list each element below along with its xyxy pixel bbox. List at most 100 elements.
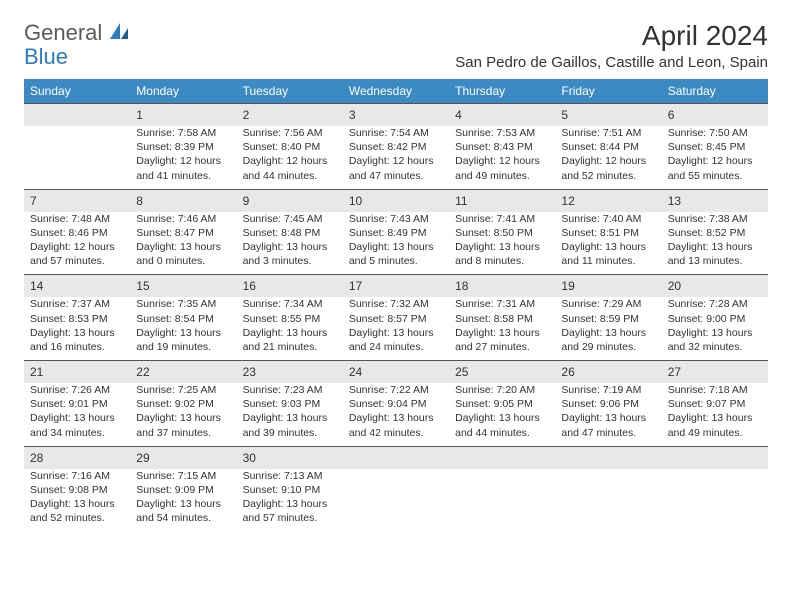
sunrise-line: Sunrise: 7:15 AM [136, 469, 230, 483]
day-num-cell: 7 [24, 189, 130, 212]
daylight-line: Daylight: 12 hours and 52 minutes. [561, 154, 655, 182]
day-num-cell: 13 [662, 189, 768, 212]
day-number: 16 [243, 279, 256, 293]
daylight-line: Daylight: 13 hours and 52 minutes. [30, 497, 124, 525]
sunrise-line: Sunrise: 7:29 AM [561, 297, 655, 311]
sunset-line: Sunset: 9:07 PM [668, 397, 762, 411]
month-title: April 2024 [455, 20, 768, 52]
day-num-cell: 3 [343, 104, 449, 127]
daylight-line: Daylight: 13 hours and 11 minutes. [561, 240, 655, 268]
sunset-line: Sunset: 8:43 PM [455, 140, 549, 154]
daylight-line: Daylight: 13 hours and 47 minutes. [561, 411, 655, 439]
day-num-cell: 8 [130, 189, 236, 212]
day-num-cell: 1 [130, 104, 236, 127]
day-body-cell: Sunrise: 7:29 AMSunset: 8:59 PMDaylight:… [555, 297, 661, 360]
day-body-cell: Sunrise: 7:31 AMSunset: 8:58 PMDaylight:… [449, 297, 555, 360]
sunset-line: Sunset: 8:42 PM [349, 140, 443, 154]
week-num-row: 14151617181920 [24, 275, 768, 298]
daylight-line: Daylight: 13 hours and 21 minutes. [243, 326, 337, 354]
day-num-cell [555, 446, 661, 469]
sunrise-line: Sunrise: 7:35 AM [136, 297, 230, 311]
day-number: 8 [136, 194, 143, 208]
day-body-cell: Sunrise: 7:15 AMSunset: 9:09 PMDaylight:… [130, 469, 236, 532]
daylight-line: Daylight: 12 hours and 44 minutes. [243, 154, 337, 182]
sunrise-line: Sunrise: 7:45 AM [243, 212, 337, 226]
day-number: 18 [455, 279, 468, 293]
daylight-line: Daylight: 13 hours and 29 minutes. [561, 326, 655, 354]
day-num-cell: 21 [24, 361, 130, 384]
sunrise-line: Sunrise: 7:38 AM [668, 212, 762, 226]
sunset-line: Sunset: 9:04 PM [349, 397, 443, 411]
day-header: Monday [130, 79, 236, 104]
day-body-cell: Sunrise: 7:58 AMSunset: 8:39 PMDaylight:… [130, 126, 236, 189]
logo: General [24, 20, 132, 46]
daylight-line: Daylight: 13 hours and 24 minutes. [349, 326, 443, 354]
day-number: 28 [30, 451, 43, 465]
day-number: 25 [455, 365, 468, 379]
day-number: 30 [243, 451, 256, 465]
day-body-cell: Sunrise: 7:46 AMSunset: 8:47 PMDaylight:… [130, 212, 236, 275]
daylight-line: Daylight: 13 hours and 37 minutes. [136, 411, 230, 439]
calendar-table: SundayMondayTuesdayWednesdayThursdayFrid… [24, 79, 768, 531]
day-body-cell: Sunrise: 7:56 AMSunset: 8:40 PMDaylight:… [237, 126, 343, 189]
week-body-row: Sunrise: 7:58 AMSunset: 8:39 PMDaylight:… [24, 126, 768, 189]
daylight-line: Daylight: 13 hours and 27 minutes. [455, 326, 549, 354]
day-num-cell [343, 446, 449, 469]
sunset-line: Sunset: 9:03 PM [243, 397, 337, 411]
day-header: Tuesday [237, 79, 343, 104]
title-block: April 2024 San Pedro de Gaillos, Castill… [455, 20, 768, 71]
sunrise-line: Sunrise: 7:22 AM [349, 383, 443, 397]
day-body-cell: Sunrise: 7:23 AMSunset: 9:03 PMDaylight:… [237, 383, 343, 446]
sunset-line: Sunset: 9:06 PM [561, 397, 655, 411]
day-number: 27 [668, 365, 681, 379]
sunrise-line: Sunrise: 7:19 AM [561, 383, 655, 397]
day-number: 10 [349, 194, 362, 208]
day-body-cell: Sunrise: 7:34 AMSunset: 8:55 PMDaylight:… [237, 297, 343, 360]
sunset-line: Sunset: 8:40 PM [243, 140, 337, 154]
day-body-cell: Sunrise: 7:28 AMSunset: 9:00 PMDaylight:… [662, 297, 768, 360]
day-body-cell: Sunrise: 7:20 AMSunset: 9:05 PMDaylight:… [449, 383, 555, 446]
day-number: 21 [30, 365, 43, 379]
daylight-line: Daylight: 13 hours and 44 minutes. [455, 411, 549, 439]
sunset-line: Sunset: 8:55 PM [243, 312, 337, 326]
daylight-line: Daylight: 13 hours and 39 minutes. [243, 411, 337, 439]
day-body-cell: Sunrise: 7:25 AMSunset: 9:02 PMDaylight:… [130, 383, 236, 446]
day-header: Saturday [662, 79, 768, 104]
daylight-line: Daylight: 13 hours and 5 minutes. [349, 240, 443, 268]
day-num-cell: 19 [555, 275, 661, 298]
day-body-cell: Sunrise: 7:48 AMSunset: 8:46 PMDaylight:… [24, 212, 130, 275]
day-number: 20 [668, 279, 681, 293]
day-body-cell: Sunrise: 7:22 AMSunset: 9:04 PMDaylight:… [343, 383, 449, 446]
logo-sail-icon [108, 21, 130, 46]
week-body-row: Sunrise: 7:16 AMSunset: 9:08 PMDaylight:… [24, 469, 768, 532]
sunset-line: Sunset: 9:09 PM [136, 483, 230, 497]
day-num-cell: 28 [24, 446, 130, 469]
sunset-line: Sunset: 8:58 PM [455, 312, 549, 326]
day-num-cell: 14 [24, 275, 130, 298]
sunset-line: Sunset: 9:00 PM [668, 312, 762, 326]
header: General April 2024 San Pedro de Gaillos,… [24, 20, 768, 71]
day-num-cell: 6 [662, 104, 768, 127]
sunrise-line: Sunrise: 7:16 AM [30, 469, 124, 483]
daylight-line: Daylight: 13 hours and 57 minutes. [243, 497, 337, 525]
sunrise-line: Sunrise: 7:54 AM [349, 126, 443, 140]
daylight-line: Daylight: 13 hours and 19 minutes. [136, 326, 230, 354]
day-body-cell: Sunrise: 7:35 AMSunset: 8:54 PMDaylight:… [130, 297, 236, 360]
day-body-cell: Sunrise: 7:26 AMSunset: 9:01 PMDaylight:… [24, 383, 130, 446]
logo-blue-wrap: Blue [24, 44, 68, 70]
daylight-line: Daylight: 13 hours and 42 minutes. [349, 411, 443, 439]
day-header-row: SundayMondayTuesdayWednesdayThursdayFrid… [24, 79, 768, 104]
day-num-cell: 9 [237, 189, 343, 212]
day-num-cell: 2 [237, 104, 343, 127]
sunrise-line: Sunrise: 7:34 AM [243, 297, 337, 311]
day-num-cell [24, 104, 130, 127]
daylight-line: Daylight: 12 hours and 49 minutes. [455, 154, 549, 182]
week-num-row: 123456 [24, 104, 768, 127]
daylight-line: Daylight: 13 hours and 13 minutes. [668, 240, 762, 268]
sunrise-line: Sunrise: 7:20 AM [455, 383, 549, 397]
day-number: 3 [349, 108, 356, 122]
day-header: Wednesday [343, 79, 449, 104]
day-num-cell: 30 [237, 446, 343, 469]
sunrise-line: Sunrise: 7:37 AM [30, 297, 124, 311]
location: San Pedro de Gaillos, Castille and Leon,… [455, 54, 768, 71]
